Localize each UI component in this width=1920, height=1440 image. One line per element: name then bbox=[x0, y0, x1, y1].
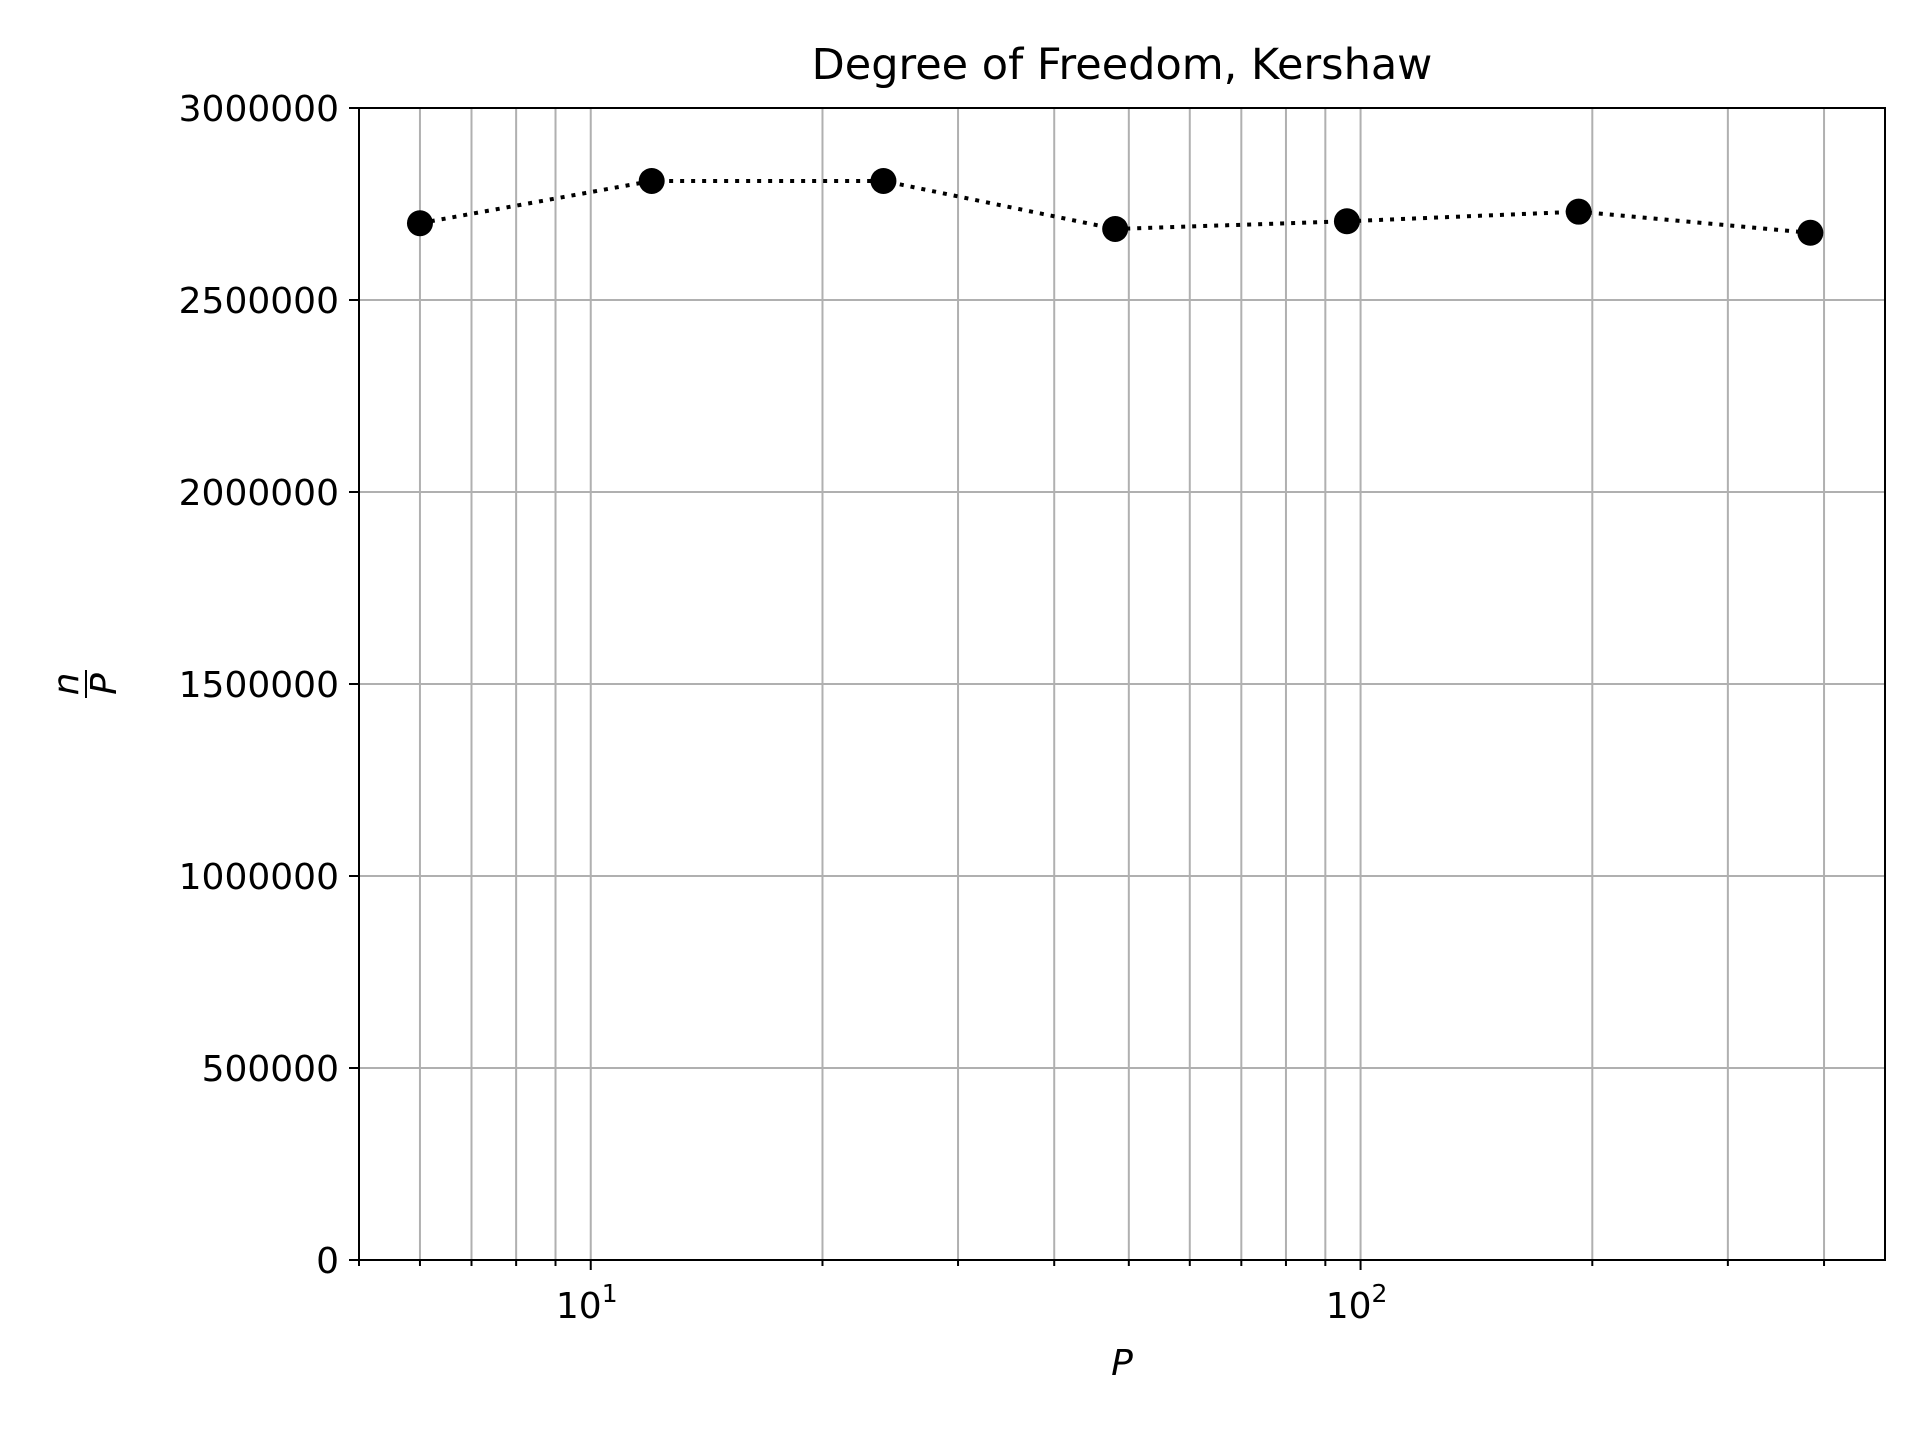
x-tick-label: 101 bbox=[556, 1279, 618, 1327]
grid bbox=[358, 107, 1885, 1261]
data-point bbox=[870, 167, 897, 194]
y-tick-label: 3000000 bbox=[179, 89, 339, 130]
y-tick-label: 0 bbox=[316, 1241, 339, 1282]
x-tick-label-base: 10 bbox=[1326, 1286, 1372, 1327]
x-axis-label: P bbox=[1111, 1343, 1133, 1384]
y-tick-label: 1000000 bbox=[179, 857, 339, 898]
data-point bbox=[638, 167, 665, 194]
data-point bbox=[1797, 219, 1824, 246]
axis-ticks: 101 1020500000100000015000002000000250000… bbox=[179, 89, 1826, 1327]
y-tick-label: 1500000 bbox=[179, 665, 339, 706]
x-tick-label-exponent: 1 bbox=[602, 1279, 618, 1308]
x-tick-label-base: 10 bbox=[556, 1286, 602, 1327]
x-tick-label: 102 bbox=[1326, 1279, 1388, 1327]
data-point bbox=[1333, 208, 1360, 235]
y-axis-label-denominator: P bbox=[84, 673, 125, 695]
chart-title: Degree of Freedom, Kershaw bbox=[812, 40, 1433, 90]
data-series bbox=[406, 167, 1824, 246]
y-tick-label: 500000 bbox=[202, 1049, 339, 1090]
y-tick-label: 2000000 bbox=[179, 473, 339, 514]
x-tick-label-exponent: 2 bbox=[1372, 1279, 1388, 1308]
y-tick-label: 2500000 bbox=[179, 281, 339, 322]
data-point bbox=[1565, 198, 1592, 225]
data-point bbox=[1102, 215, 1129, 242]
y-axis-label-numerator: n bbox=[46, 673, 87, 696]
y-axis-label: n P bbox=[46, 670, 125, 698]
data-point bbox=[406, 210, 433, 237]
